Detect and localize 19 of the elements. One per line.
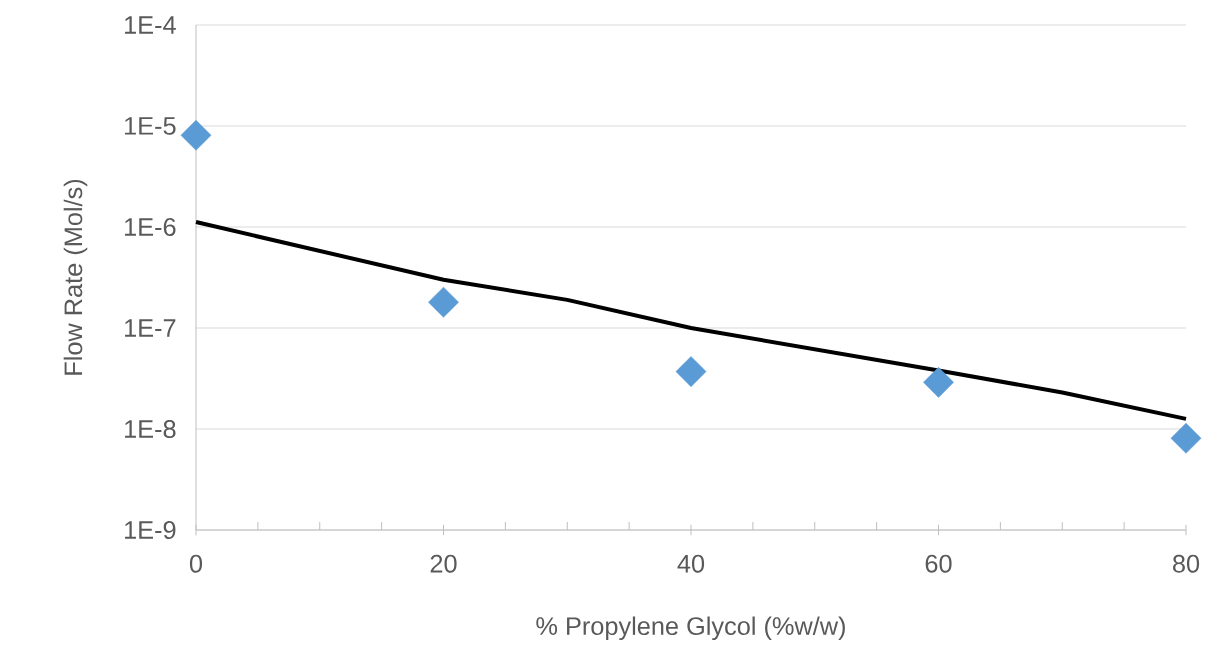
point bbox=[923, 366, 954, 398]
y-tick-label: 1E-7 bbox=[125, 319, 176, 337]
y-tick-label: 1E-4 bbox=[125, 16, 176, 34]
point bbox=[428, 286, 459, 318]
x-tick-label: 60 bbox=[925, 554, 952, 573]
x-tick-label: 40 bbox=[677, 554, 705, 573]
point bbox=[675, 356, 707, 387]
line-series bbox=[194, 220, 1189, 421]
x-tick-label: 0 bbox=[189, 554, 203, 573]
y-tick-label: 1E-5 bbox=[125, 117, 176, 135]
point bbox=[1170, 422, 1202, 454]
x-axis-title: % Propylene Glycol (%w/w) bbox=[536, 616, 845, 641]
y-tick-label: 1E-8 bbox=[125, 420, 176, 438]
y-tick-label: 1E-9 bbox=[125, 521, 176, 539]
y-tick-label: 1E-6 bbox=[125, 218, 176, 236]
point bbox=[180, 119, 212, 151]
x-tick-label: 20 bbox=[430, 554, 457, 573]
y-axis-title: Flow Rate (Mol/s) bbox=[63, 179, 88, 375]
x-tick-label: 80 bbox=[1173, 554, 1200, 573]
